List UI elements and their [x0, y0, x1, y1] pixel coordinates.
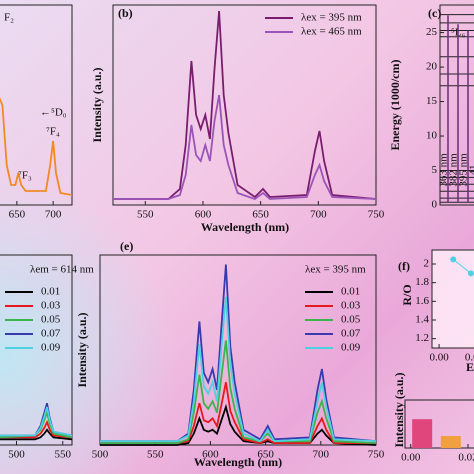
- spectrum-line: [0, 419, 73, 439]
- x-tick-label: 750: [368, 209, 385, 221]
- legend-label: λex = 395 nm: [301, 12, 362, 24]
- legend-label: 0.09: [41, 342, 61, 354]
- transition-label: 395 nm: [458, 153, 470, 187]
- y-axis-label: Intensity (a.u.): [90, 67, 104, 142]
- spectrum-line: [100, 382, 376, 445]
- plot-frame: [99, 254, 377, 446]
- y-axis-label: Intensity (a.u.): [75, 312, 89, 387]
- annotation: F₂: [4, 12, 14, 24]
- x-tick-label: 550: [137, 209, 154, 221]
- x-tick-label: 500: [8, 449, 25, 461]
- x-tick-label: 650: [257, 449, 274, 461]
- x-tick-label: 650: [252, 209, 269, 221]
- x-axis-label: E: [466, 360, 474, 374]
- x-tick-label: 0.02: [458, 452, 474, 464]
- y-axis-label: Energy (1000/cm): [388, 60, 402, 151]
- y-axis-label: Intensity (a.u.): [392, 372, 406, 447]
- x-tick-label: 750: [368, 449, 385, 461]
- legend-label: 0.01: [41, 286, 60, 298]
- plot-frame: [112, 4, 377, 206]
- legend-label: 0.01: [341, 286, 360, 298]
- spectrum-line: [100, 296, 377, 443]
- y-axis-label: R/O: [400, 284, 414, 305]
- transition-label: 382 nm: [448, 153, 460, 187]
- legend-label: 0.07: [41, 328, 61, 340]
- legend-label: 0.07: [341, 328, 361, 340]
- spectrum-line: [100, 403, 377, 446]
- plot-frame: [439, 4, 474, 206]
- spectrum-line: [113, 10, 377, 200]
- panel-label: (e): [120, 239, 133, 253]
- y-tick-label: 1.6: [415, 295, 429, 307]
- x-axis-label: Wavelength (nm): [201, 220, 289, 234]
- ratio-point: [450, 256, 457, 263]
- x-tick-label: 500: [92, 449, 109, 461]
- x-tick-label: 700: [45, 209, 62, 221]
- spectrum-line: [0, 402, 73, 437]
- plot-frame: [0, 4, 73, 206]
- spectrum-line: [113, 94, 377, 201]
- legend-title: λex = 395 nm: [305, 264, 366, 276]
- x-tick-label: 700: [313, 449, 330, 461]
- x-tick-label: 0.00: [429, 352, 449, 364]
- legend-label: 0.03: [341, 300, 361, 312]
- ratio-point: [467, 270, 474, 277]
- y-tick-label: 20: [426, 61, 438, 73]
- spectrum-line: [0, 97, 73, 196]
- spectrum-line: [100, 340, 377, 444]
- annotation: ⁷F₃: [18, 170, 32, 182]
- transition-label: 363 nm: [438, 153, 450, 187]
- panel-label: (c): [428, 6, 441, 20]
- x-tick-label: 0.00: [401, 452, 421, 464]
- plot-frame: [0, 254, 73, 446]
- annotation: ⁷F₄: [46, 126, 60, 138]
- y-tick-label: 25: [426, 26, 438, 38]
- spectrum-line: [0, 406, 73, 437]
- y-tick-label: 1.8: [415, 276, 429, 288]
- x-tick-label: 550: [55, 449, 72, 461]
- y-tick-label: 15: [426, 95, 438, 107]
- x-tick-label: 600: [202, 449, 219, 461]
- legend-label: λex = 465 nm: [301, 26, 362, 38]
- ratio-line: [452, 258, 472, 274]
- x-tick-label: 700: [310, 209, 327, 221]
- panel-label: (b): [118, 6, 133, 20]
- y-tick-label: 2: [424, 258, 430, 270]
- x-axis-label: Wavelength (nm): [194, 455, 282, 469]
- bar: [412, 419, 433, 448]
- y-tick-label: 1.2: [415, 332, 429, 344]
- annotation: ←⁵D₀: [40, 107, 67, 119]
- y-tick-label: 5: [432, 164, 438, 176]
- legend-label: 0.03: [41, 300, 61, 312]
- legend-label: 0.09: [341, 342, 361, 354]
- legend-title: λem = 614 nm: [30, 264, 94, 276]
- spectrum-line: [100, 264, 377, 443]
- x-tick-label: 650: [9, 209, 26, 221]
- plot-frame: [431, 249, 474, 349]
- panel-label: (f): [398, 259, 410, 273]
- x-tick-label: 600: [195, 209, 212, 221]
- transition-label: 41: [468, 165, 474, 176]
- legend-label: 0.05: [341, 314, 361, 326]
- y-tick-label: 10: [426, 130, 438, 142]
- bar: [440, 436, 461, 448]
- legend-label: 0.05: [41, 314, 61, 326]
- x-tick-label: 550: [147, 449, 164, 461]
- spectrum-line: [0, 428, 73, 441]
- y-tick-label: 1.4: [415, 314, 429, 326]
- y-tick-label: 0: [432, 199, 438, 211]
- x-tick-label: 0.01: [465, 352, 474, 364]
